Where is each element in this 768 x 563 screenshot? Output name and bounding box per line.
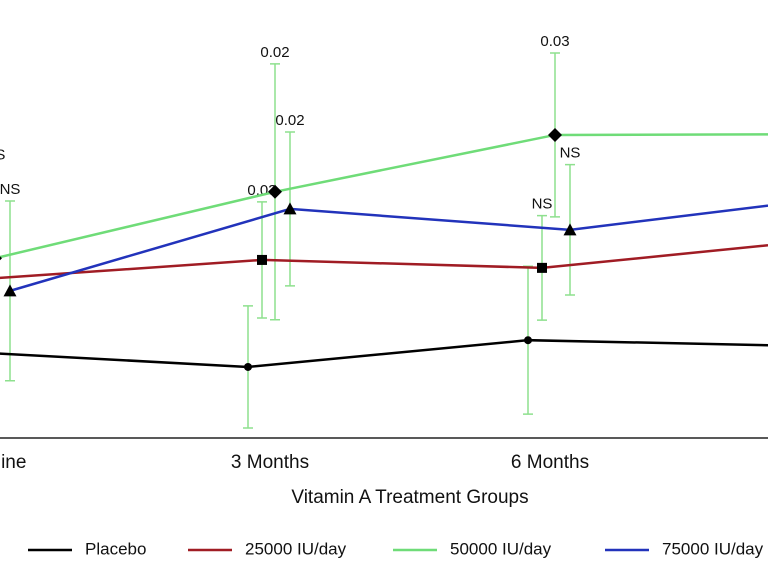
x-tick-label: 6 Months	[511, 452, 589, 473]
series-line	[0, 244, 768, 280]
x-tick-label: Baseline	[0, 452, 26, 473]
p-label: NS	[560, 145, 581, 162]
x-tick-label: 3 Months	[231, 452, 309, 473]
point	[244, 362, 252, 371]
p-label: 0.02	[275, 112, 304, 129]
point	[563, 223, 577, 236]
p-label: NS	[532, 196, 553, 213]
point	[548, 127, 562, 142]
legend-label: 25000 IU/day	[245, 539, 347, 558]
point	[524, 336, 532, 345]
x-axis-title: Vitamin A Treatment Groups	[291, 487, 528, 508]
point	[257, 254, 267, 265]
series-line	[0, 133, 768, 259]
point	[537, 262, 547, 273]
p-label: 0.03	[247, 182, 276, 199]
p-label: 0.02	[260, 44, 289, 61]
point	[268, 184, 282, 199]
p-label: NS	[0, 181, 20, 198]
legend-label: Placebo	[85, 539, 146, 558]
point	[0, 256, 2, 261]
p-label: NS	[0, 146, 5, 163]
p-label: 0.03	[540, 33, 569, 50]
legend-label: 75000 IU/day	[662, 539, 764, 558]
series-line	[0, 338, 768, 369]
series-line	[9, 204, 768, 293]
point	[283, 202, 297, 215]
point	[3, 284, 17, 297]
legend-label: 50000 IU/day	[450, 539, 552, 558]
